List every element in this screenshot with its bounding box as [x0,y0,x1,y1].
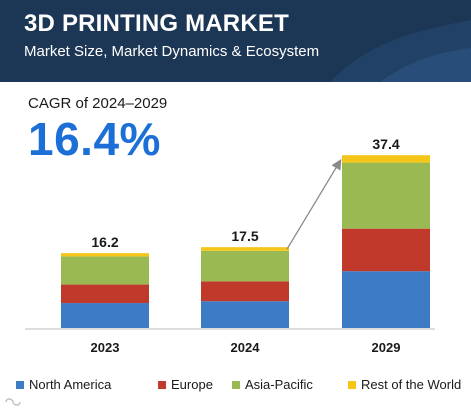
legend-label-north-america: North America [29,377,112,392]
bar-segment-north-america-2029 [342,271,430,328]
legend-item-europe: Europe [158,377,213,392]
bar-segment-rest-of-world-2029 [342,155,430,163]
watermark [4,396,22,408]
legend-item-asia-pacific: Asia-Pacific [232,377,313,392]
cagr-value: 16.4% [28,113,161,165]
x-tick-label-2024: 2024 [231,340,261,355]
total-label-2024: 17.5 [231,228,258,244]
page-title: 3D PRINTING MARKET [24,10,289,37]
growth-arrow [286,158,342,250]
bar-segment-europe-2024 [201,281,289,302]
header-banner: 3D PRINTING MARKET Market Size, Market D… [0,0,471,82]
x-tick-label-2029: 2029 [372,340,401,355]
legend-swatch-rest-of-world [348,380,356,389]
bar-segment-europe-2023 [61,284,149,304]
bar-segment-north-america-2024 [201,301,289,328]
legend-item-north-america: North America [16,377,111,392]
bar-segment-north-america-2023 [61,303,149,328]
legend-swatch-europe [158,380,166,389]
legend-item-rest-of-world: Rest of the World [348,377,461,392]
legend-swatch-asia-pacific [232,380,240,389]
page-subtitle: Market Size, Market Dynamics & Ecosystem [24,43,320,60]
legend-label-rest-of-world: Rest of the World [361,377,462,392]
stacked-bar-chart: 16.2 2023 17.5 2024 37.4 2029 [25,136,435,355]
legend-label-asia-pacific: Asia-Pacific [245,377,313,392]
legend-swatch-north-america [16,380,24,389]
bar-segment-rest-of-world-2023 [61,253,149,257]
total-label-2029: 37.4 [372,136,399,152]
watermark-logo-icon [5,398,21,406]
bar-segment-asia-pacific-2023 [61,256,149,285]
chart-legend: North America Europe Asia-Pacific Rest of t… [0,377,471,397]
legend-label-europe: Europe [171,377,213,392]
cagr-label: CAGR of 2024–2029 [28,95,168,112]
bar-segment-asia-pacific-2029 [342,162,430,229]
total-label-2023: 16.2 [91,234,118,250]
bar-segment-rest-of-world-2024 [201,247,289,251]
x-tick-label-2023: 2023 [91,340,120,355]
bar-segment-asia-pacific-2024 [201,250,289,282]
bar-segment-europe-2029 [342,228,430,272]
